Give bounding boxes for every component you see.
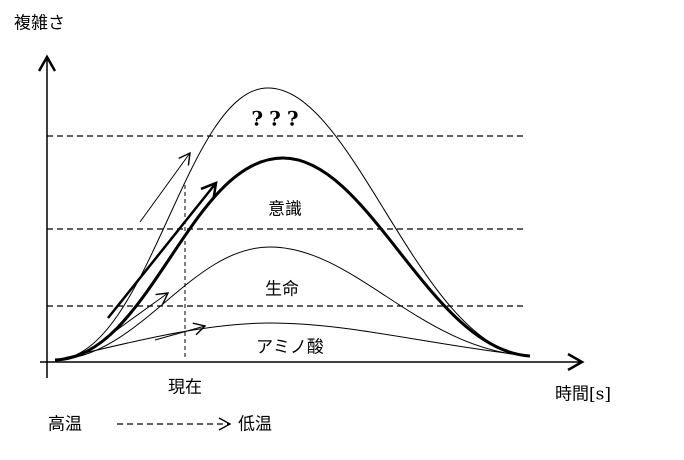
x-axis-label: 時間[s]: [555, 385, 611, 405]
legend-from: 高温: [48, 415, 82, 435]
arrow: [139, 151, 191, 223]
curve-outer: [54, 87, 531, 361]
level-label: 生命: [265, 280, 299, 300]
level-label: ???: [251, 107, 304, 131]
curve-amino: [54, 322, 531, 361]
now-label: 現在: [168, 378, 202, 398]
level-label: アミノ酸: [256, 338, 324, 358]
arrow: [107, 183, 216, 319]
legend-to: 低温: [238, 415, 272, 435]
curve-consciousness: [54, 156, 531, 362]
level-label: 意識: [268, 200, 302, 220]
y-axis-label: 複雑さ: [14, 14, 65, 34]
curve-life: [54, 246, 531, 361]
arrow: [99, 292, 170, 343]
arrow: [154, 322, 207, 341]
